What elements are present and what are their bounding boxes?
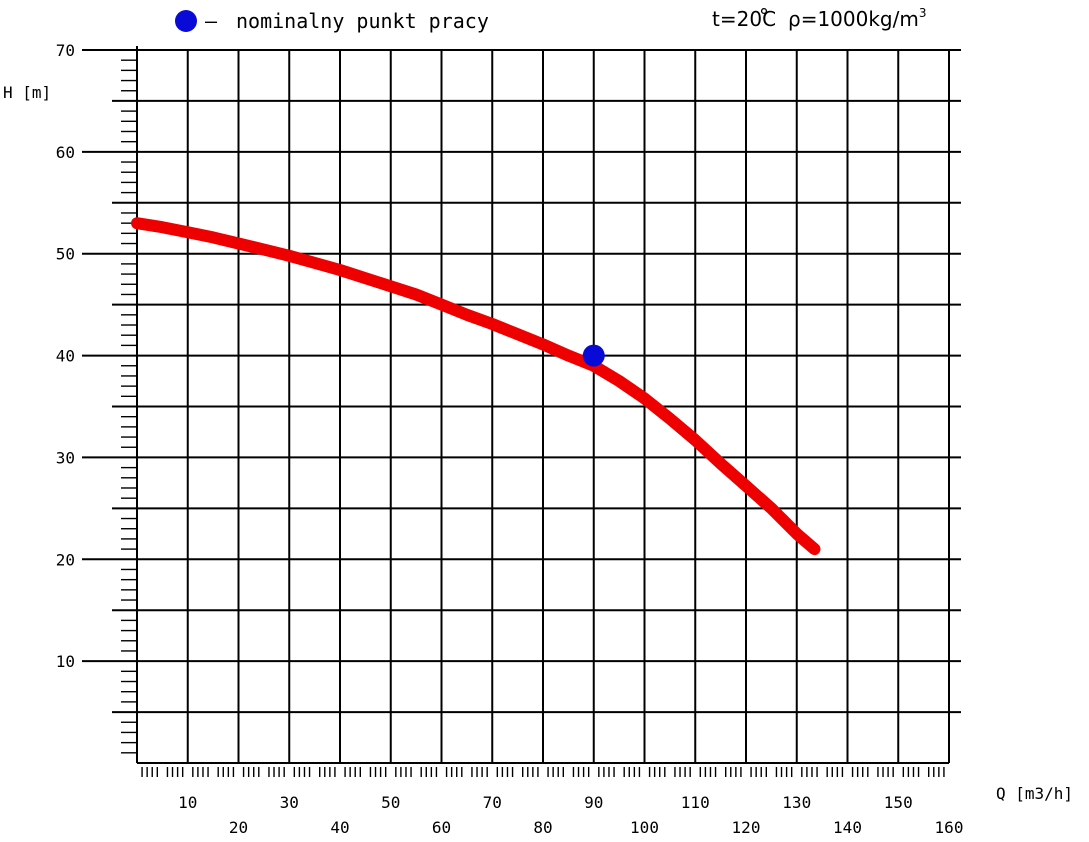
x-tick-label: 130 bbox=[782, 793, 811, 812]
y-axis-label: H [m] bbox=[3, 83, 51, 102]
density-exponent: 3 bbox=[919, 6, 927, 20]
legend-dash: – bbox=[205, 9, 218, 33]
grid bbox=[82, 49, 961, 763]
x-tick-label: 140 bbox=[833, 818, 862, 837]
y-tick-label: 40 bbox=[56, 347, 75, 366]
x-tick-label: 30 bbox=[280, 793, 299, 812]
legend-marker bbox=[175, 10, 197, 32]
x-axis-label: Q [m3/h] bbox=[996, 784, 1073, 803]
x-tick-label: 40 bbox=[330, 818, 349, 837]
y-tick-label: 20 bbox=[56, 550, 75, 569]
y-tick-label: 30 bbox=[56, 448, 75, 467]
temperature-prefix: t=20 bbox=[712, 7, 762, 31]
temperature-unit: C bbox=[762, 7, 776, 31]
x-tick-label: 150 bbox=[884, 793, 913, 812]
series-line bbox=[131, 217, 821, 556]
axes bbox=[136, 46, 949, 764]
x-tick-label: 20 bbox=[229, 818, 248, 837]
annotation-layer bbox=[582, 344, 605, 367]
density-value: ρ=1000kg/m bbox=[788, 7, 919, 31]
x-tick-labels: 10 30 50 70 90 110 130 150 20 40 60 80 100 120 140 160 bbox=[178, 793, 963, 837]
x-tick-label: 80 bbox=[533, 818, 552, 837]
conditions: t=20C ρ=1000kg/m3 bbox=[712, 6, 927, 31]
degree-symbol bbox=[760, 7, 768, 15]
legend: – nominalny punkt pracy bbox=[175, 9, 489, 33]
x-tick-label: 90 bbox=[584, 793, 603, 812]
y-tick-label: 50 bbox=[56, 245, 75, 264]
y-tick-label: 70 bbox=[56, 41, 75, 60]
legend-label: nominalny punkt pracy bbox=[236, 9, 489, 33]
x-tick-label: 60 bbox=[432, 818, 451, 837]
series-layer bbox=[131, 217, 821, 556]
x-tick-label: 100 bbox=[630, 818, 659, 837]
density-text: ρ=1000kg/m3 bbox=[788, 6, 927, 31]
x-tick-label: 160 bbox=[935, 818, 964, 837]
x-tick-label: 50 bbox=[381, 793, 400, 812]
x-tick-label: 70 bbox=[483, 793, 502, 812]
minor-ticks bbox=[121, 59, 945, 777]
y-tick-label: 10 bbox=[56, 652, 75, 671]
operating-point bbox=[582, 344, 605, 367]
y-tick-label: 60 bbox=[56, 143, 75, 162]
x-tick-label: 120 bbox=[732, 818, 761, 837]
x-tick-label: 10 bbox=[178, 793, 197, 812]
x-tick-label: 110 bbox=[681, 793, 710, 812]
y-tick-labels: 10 20 30 40 50 60 70 bbox=[56, 41, 75, 671]
